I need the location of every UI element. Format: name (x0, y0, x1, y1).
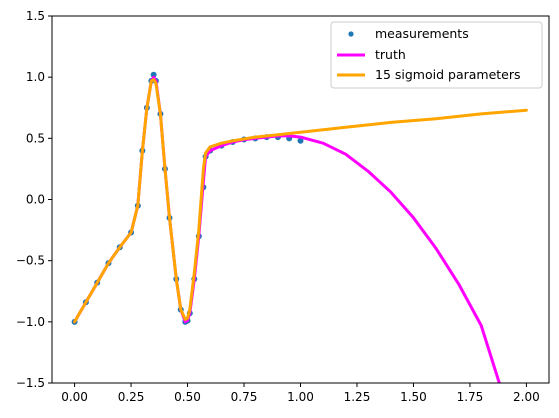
y-tick-label: 1.5 (26, 9, 45, 23)
x-tick-label: 1.00 (287, 390, 314, 404)
plot-frame (51, 15, 550, 384)
x-tick-label: 0.00 (61, 390, 88, 404)
y-tick-label: −0.5 (16, 254, 45, 268)
x-tick-label: 2.00 (513, 390, 540, 404)
legend-label-sigmoid: 15 sigmoid parameters (375, 67, 521, 82)
y-tick-label: 0.0 (26, 193, 45, 207)
measurement-point (297, 137, 304, 144)
x-tick-label: 1.25 (344, 390, 371, 404)
legend-box (330, 21, 543, 89)
x-tick-label: 0.75 (231, 390, 258, 404)
y-tick-label: −1.0 (16, 315, 45, 329)
series-group (71, 71, 528, 383)
x-tick-label: 1.75 (457, 390, 484, 404)
measurement-point (150, 71, 157, 78)
x-tick-label: 0.50 (174, 390, 201, 404)
legend: measurements truth 15 sigmoid parameters (330, 21, 543, 89)
x-tick-label: 0.25 (118, 390, 145, 404)
y-tick-label: −1.5 (16, 376, 45, 390)
legend-label-truth: truth (375, 47, 406, 62)
y-tick-label: 1.0 (26, 70, 45, 84)
y-tick-label: 0.5 (26, 131, 45, 145)
legend-label-measurements: measurements (375, 26, 469, 41)
legend-marker-measurements (348, 31, 354, 37)
marks (71, 71, 528, 383)
sigmoid-fit-line (73, 78, 528, 324)
x-tick-label: 1.50 (400, 390, 427, 404)
ticks: 0.00 0.25 0.50 0.75 1.00 1.25 1.50 1.75 2.00 −1.5… (16, 9, 540, 404)
